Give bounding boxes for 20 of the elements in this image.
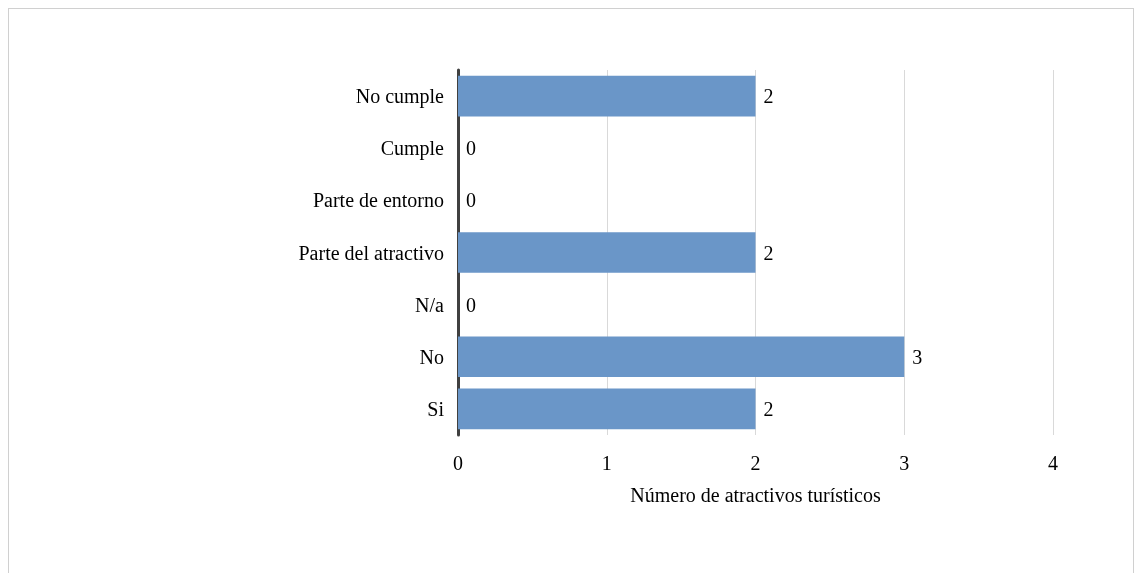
x-tick-label: 3 — [899, 452, 910, 474]
x-tick-label: 1 — [601, 452, 612, 474]
data-label: 2 — [763, 85, 774, 108]
y-tick-label: Parte del atractivo — [298, 241, 444, 264]
y-tick-label: Si — [427, 397, 445, 420]
data-label: 2 — [763, 241, 774, 264]
y-tick-label: N/a — [415, 293, 445, 316]
x-tick-label: 0 — [453, 452, 463, 474]
data-label: 3 — [912, 345, 923, 368]
data-label: 2 — [763, 397, 774, 420]
data-label: 0 — [466, 293, 476, 316]
data-label: 0 — [466, 137, 476, 160]
y-tick-label: No — [419, 345, 444, 368]
x-tick-label: 4 — [1048, 452, 1058, 474]
y-tick-label: Cumple — [380, 137, 445, 161]
x-tick-label: 2 — [750, 452, 761, 474]
y-tick-label: Parte de entorno — [312, 189, 444, 212]
x-axis-title: Número de atractivos turísticos — [630, 484, 881, 506]
data-label: 0 — [466, 189, 476, 212]
y-tick-label: No cumple — [355, 85, 445, 109]
